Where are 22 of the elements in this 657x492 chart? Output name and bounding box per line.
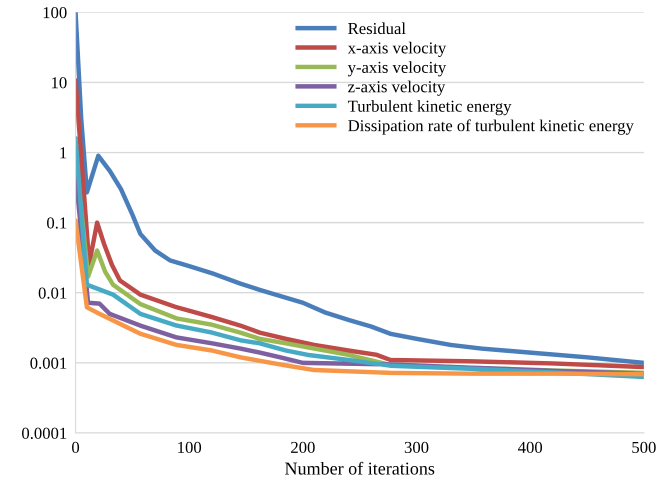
y-tick-label: 10 xyxy=(52,77,67,88)
y-tick-label: 0.0001 xyxy=(22,428,66,439)
legend-label: y-axis velocity xyxy=(348,61,446,76)
legend-label: Residual xyxy=(348,22,406,34)
legend-label: Dissipation rate of turbulent kinetic energy xyxy=(348,119,634,135)
x-tick-label: 300 xyxy=(404,442,428,454)
y-tick-label: 100 xyxy=(44,7,67,18)
x-tick-label: 400 xyxy=(518,442,542,454)
x-axis-title: Number of iterations xyxy=(285,462,434,475)
line-series xyxy=(76,218,644,376)
x-tick-label: 200 xyxy=(291,442,315,454)
x-tick-label: 0 xyxy=(72,442,80,454)
legend-label: Turbulent kinetic energy xyxy=(348,100,512,116)
line-series xyxy=(76,78,644,370)
y-tick-label: 0.1 xyxy=(47,217,66,229)
legend-label: x-axis velocity xyxy=(348,42,446,57)
y-tick-label: 0.001 xyxy=(30,358,66,369)
x-tick-label: 500 xyxy=(632,442,656,454)
x-tick-label: 100 xyxy=(178,442,202,454)
legend-label: z-axis velocity xyxy=(348,80,446,96)
y-tick-label: 0.01 xyxy=(38,287,66,299)
y-tick-label: 1 xyxy=(60,147,66,158)
